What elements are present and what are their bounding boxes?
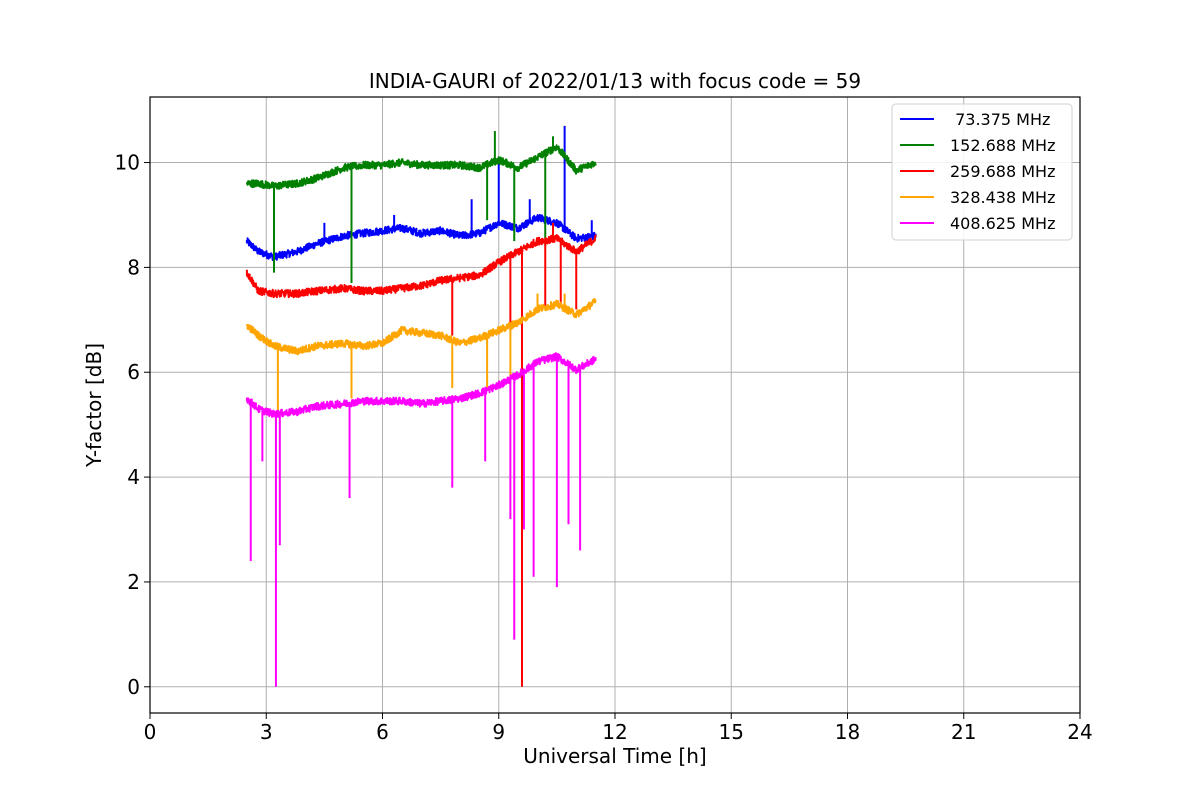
series-line <box>245 234 597 299</box>
legend-label: 408.625 MHz <box>950 214 1055 233</box>
y-tick-label: 0 <box>127 675 140 699</box>
y-tick-label: 8 <box>127 255 140 279</box>
x-tick-label: 9 <box>492 720 505 744</box>
series-line <box>245 214 597 261</box>
y-tick-label: 2 <box>127 570 140 594</box>
x-tick-label: 12 <box>602 720 627 744</box>
y-axis-label: Y-factor [dB] <box>82 343 106 468</box>
x-tick-label: 21 <box>951 720 976 744</box>
series-5 <box>245 352 597 687</box>
y-tick-label: 10 <box>115 151 140 175</box>
legend-label: 328.438 MHz <box>950 188 1055 207</box>
series-4 <box>245 293 597 415</box>
x-tick-label: 18 <box>835 720 860 744</box>
x-tick-label: 0 <box>144 720 157 744</box>
legend-label: 73.375 MHz <box>950 110 1050 129</box>
series-3 <box>245 222 597 687</box>
series-group <box>245 125 597 687</box>
legend-label: 152.688 MHz <box>950 136 1055 155</box>
y-tick-label: 6 <box>127 360 140 384</box>
x-axis-ticks: 0 3 6 9 12 15 18 21 24 <box>144 713 1093 744</box>
legend-box <box>891 103 1073 241</box>
series-1 <box>245 125 597 261</box>
y-tick-label: 4 <box>127 465 140 489</box>
legend: 73.375 MHz 152.688 MHz 259.688 MHz 328.438 … <box>891 103 1073 241</box>
x-tick-label: 3 <box>260 720 273 744</box>
x-tick-label: 6 <box>376 720 389 744</box>
legend-label: 259.688 MHz <box>950 162 1055 181</box>
x-tick-label: 24 <box>1067 720 1092 744</box>
y-axis-ticks: 0 2 4 6 8 10 <box>115 151 150 699</box>
x-axis-label: Universal Time [h] <box>523 744 706 768</box>
x-tick-label: 15 <box>719 720 744 744</box>
series-line <box>245 144 597 190</box>
series-line <box>245 352 597 419</box>
chart-title: INDIA-GAURI of 2022/01/13 with focus cod… <box>369 69 861 93</box>
series-2 <box>245 131 597 284</box>
